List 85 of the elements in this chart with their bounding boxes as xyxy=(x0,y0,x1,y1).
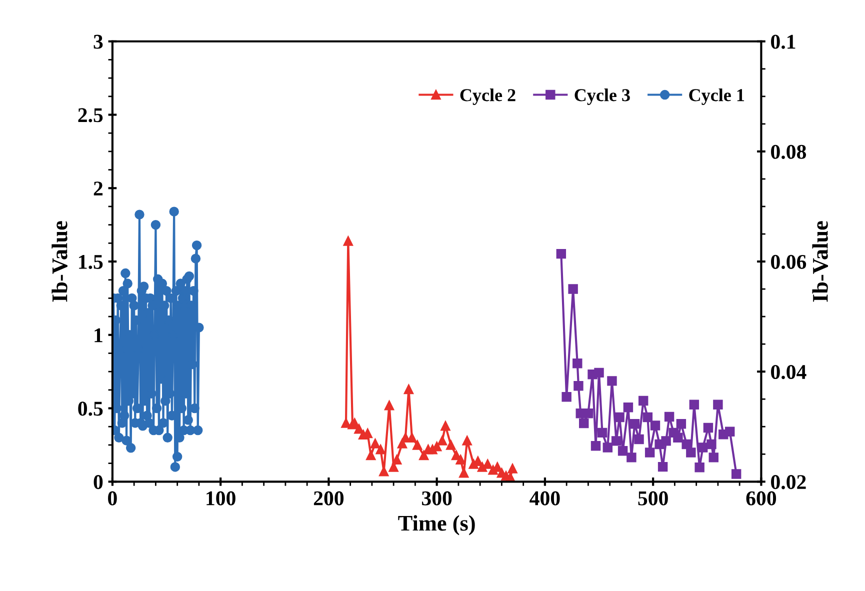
x-tick-label: 600 xyxy=(746,491,776,506)
point xyxy=(562,392,572,402)
point xyxy=(384,400,394,410)
point xyxy=(694,462,704,472)
point xyxy=(370,438,380,448)
point xyxy=(574,381,584,391)
point xyxy=(462,436,472,446)
y-tick-label: 2.5 xyxy=(78,108,103,122)
point xyxy=(366,450,376,460)
point xyxy=(583,408,594,418)
point xyxy=(724,426,735,436)
point xyxy=(644,448,655,458)
point xyxy=(689,400,700,410)
point xyxy=(650,420,660,430)
point xyxy=(594,368,604,378)
legend-label: Cycle 1 xyxy=(689,88,744,105)
point xyxy=(706,439,716,450)
y-axis-title: Ib-Value xyxy=(52,221,68,302)
point xyxy=(614,412,624,422)
y2-axis-title: Ib-Value xyxy=(812,221,828,302)
point xyxy=(642,412,653,422)
point xyxy=(634,434,644,444)
x-tick-label: 200 xyxy=(314,491,344,506)
y-tick-label: 3 xyxy=(94,34,103,49)
point xyxy=(412,440,422,450)
point xyxy=(607,376,617,386)
point xyxy=(407,432,417,442)
y-tick-label: 1.5 xyxy=(79,254,103,270)
x-axis-title: Time (s) xyxy=(398,515,475,536)
point xyxy=(458,468,469,478)
point xyxy=(446,440,456,450)
y-tick-label: 0.5 xyxy=(78,402,103,416)
point xyxy=(658,462,668,472)
point xyxy=(708,452,718,462)
y-tick-label: 0 xyxy=(94,475,103,490)
point xyxy=(713,400,723,410)
x-tick-label: 500 xyxy=(638,491,668,506)
point xyxy=(618,446,628,456)
point xyxy=(597,428,608,438)
point xyxy=(579,418,589,428)
x-tick-label: 0 xyxy=(108,491,117,506)
point xyxy=(686,448,696,458)
point xyxy=(404,384,414,394)
point xyxy=(341,418,351,428)
point xyxy=(572,358,582,368)
y2-tick-label: 0.06 xyxy=(771,254,806,270)
y-tick-label: 2 xyxy=(94,182,103,196)
point xyxy=(676,419,686,429)
point xyxy=(731,469,742,479)
y-tick-label: 1 xyxy=(94,328,102,342)
point xyxy=(630,419,640,429)
point xyxy=(392,454,402,465)
point xyxy=(626,452,636,462)
legend-label: Cycle 2 xyxy=(460,88,516,105)
point xyxy=(590,441,601,451)
point xyxy=(354,424,364,434)
y2-tick-label: 0.1 xyxy=(771,34,796,49)
point xyxy=(568,284,578,294)
y2-tick-label: 0.02 xyxy=(771,475,806,490)
point xyxy=(418,450,429,460)
point xyxy=(623,402,634,412)
point xyxy=(556,248,566,259)
point xyxy=(673,432,683,442)
y2-tick-label: 0.04 xyxy=(771,364,806,380)
x-tick-label: 400 xyxy=(530,491,560,506)
point xyxy=(437,436,448,446)
point xyxy=(664,412,674,422)
point xyxy=(703,422,714,433)
point xyxy=(456,454,466,465)
point xyxy=(638,396,648,406)
point xyxy=(508,464,518,474)
point xyxy=(378,466,389,476)
y2-tick-label: 0.08 xyxy=(771,144,806,159)
point xyxy=(343,236,354,246)
point xyxy=(482,459,493,469)
point xyxy=(376,444,386,454)
point xyxy=(602,442,613,452)
x-tick-label: 100 xyxy=(206,491,236,506)
point xyxy=(698,442,708,452)
legend-label: Cycle 3 xyxy=(574,88,630,105)
point xyxy=(682,439,692,450)
x-tick-label: 300 xyxy=(422,491,452,506)
point xyxy=(440,421,450,431)
point xyxy=(611,436,622,446)
point xyxy=(661,436,671,446)
